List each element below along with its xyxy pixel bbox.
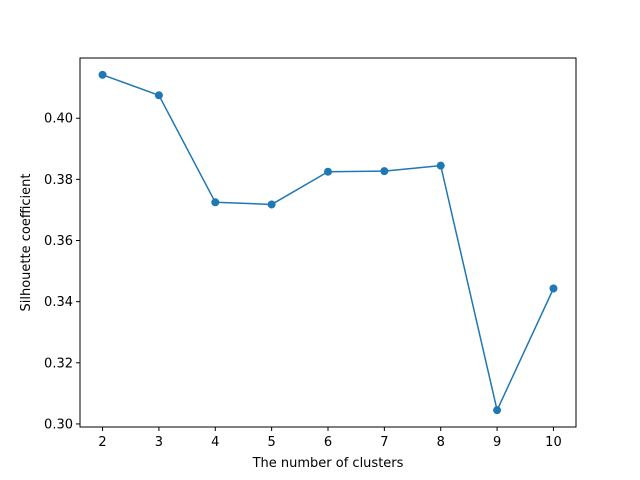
y-tick-label: 0.34 [44, 295, 73, 310]
y-tick-label: 0.32 [44, 356, 73, 371]
data-point [98, 70, 107, 79]
x-axis-ticks: 2 3 4 5 6 7 8 9 10 [98, 427, 562, 450]
x-tick-label: 4 [211, 435, 219, 450]
y-tick-label: 0.38 [44, 173, 73, 188]
data-point [549, 284, 558, 293]
data-point [380, 167, 389, 176]
x-tick-label: 8 [437, 435, 445, 450]
data-point [324, 167, 332, 176]
plot-area [80, 58, 576, 427]
x-tick-label: 5 [267, 435, 275, 450]
data-point [436, 161, 445, 170]
y-tick-label: 0.36 [44, 234, 73, 249]
series-layer [98, 70, 558, 415]
x-tick-label: 2 [98, 435, 106, 450]
y-tick-label: 0.40 [44, 112, 73, 127]
y-axis-label: Silhouette coefficient [19, 174, 34, 312]
data-point [267, 200, 276, 209]
plot-frame [79, 57, 577, 428]
x-tick-label: 6 [324, 435, 332, 450]
data-point [493, 406, 502, 415]
x-tick-label: 3 [155, 435, 163, 450]
y-axis-ticks: 0.30 0.32 0.34 0.36 0.38 0.40 [44, 112, 80, 432]
x-tick-label: 10 [545, 435, 562, 450]
data-point [154, 91, 163, 100]
y-tick-label: 0.30 [44, 417, 73, 432]
x-tick-label: 9 [493, 435, 501, 450]
x-axis-label: The number of clusters [252, 456, 404, 471]
x-tick-label: 7 [380, 435, 388, 450]
data-point [211, 198, 220, 207]
